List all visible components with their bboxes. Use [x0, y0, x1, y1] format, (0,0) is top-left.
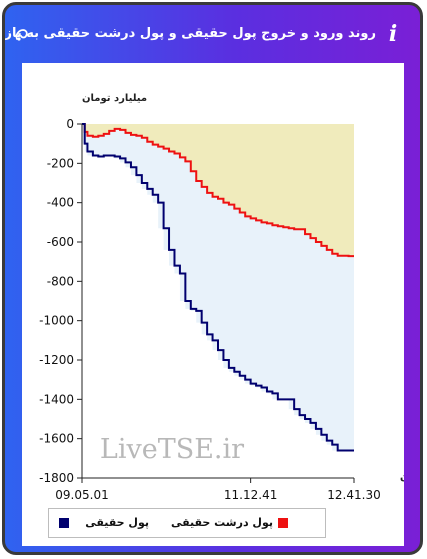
chart-svg: LiveTSE.ir 0 -200 -400 -600 -800 -1000 -1200 -1…: [39, 93, 404, 502]
watermark-text: LiveTSE.ir: [100, 434, 244, 465]
legend-swatch-real-money: [59, 518, 69, 528]
y-axis-unit-label: میلیارد تومان: [82, 93, 147, 104]
area-big-money: [82, 124, 354, 257]
x-tick-label: 11.12.41: [224, 488, 277, 502]
tse-logo-icon: [15, 29, 28, 41]
y-tick-label: -1000: [39, 314, 74, 328]
y-tick-label: -400: [47, 196, 74, 210]
y-tick-label: -1600: [39, 432, 74, 446]
area-layer: [82, 124, 354, 451]
area-real-money: [82, 124, 354, 451]
x-axis-label: زمان: [400, 472, 404, 483]
line-layer: [82, 123, 354, 452]
legend: پول درشت حقیقی پول حقیقی: [48, 508, 326, 538]
y-tick-label: -600: [47, 235, 74, 249]
chart-card: روند ورود و خروج پول حقیقی و پول درشت حق…: [2, 2, 423, 555]
legend-label-big-money: پول درشت حقیقی: [170, 516, 273, 529]
y-tick-label: -200: [47, 156, 74, 170]
y-tick-label: -800: [47, 274, 74, 288]
chart-panel: LiveTSE.ir 0 -200 -400 -600 -800 -1000 -1200 -1…: [22, 63, 404, 546]
x-tick-label: 09.05.01: [55, 488, 108, 502]
y-tick-label: -1200: [39, 353, 74, 367]
axes-layer: 0 -200 -400 -600 -800 -1000 -1200 -1400 -1600 -18…: [39, 93, 404, 502]
y-tick-label: -1400: [39, 392, 74, 406]
y-tick-label: 0: [66, 117, 74, 131]
header-bar: روند ورود و خروج پول حقیقی و پول درشت حق…: [5, 5, 420, 65]
series-line-big-money: [82, 123, 354, 258]
series-line-real-money: [82, 123, 354, 452]
info-icon[interactable]: i: [388, 21, 398, 47]
chart-title: روند ورود و خروج پول حقیقی و پول درشت حق…: [2, 26, 376, 41]
x-tick-label: 12.41.30: [327, 488, 380, 502]
y-tick-label: -1800: [39, 471, 74, 485]
legend-swatch-big-money: [278, 518, 288, 528]
legend-label-real-money: پول حقیقی: [85, 516, 149, 529]
